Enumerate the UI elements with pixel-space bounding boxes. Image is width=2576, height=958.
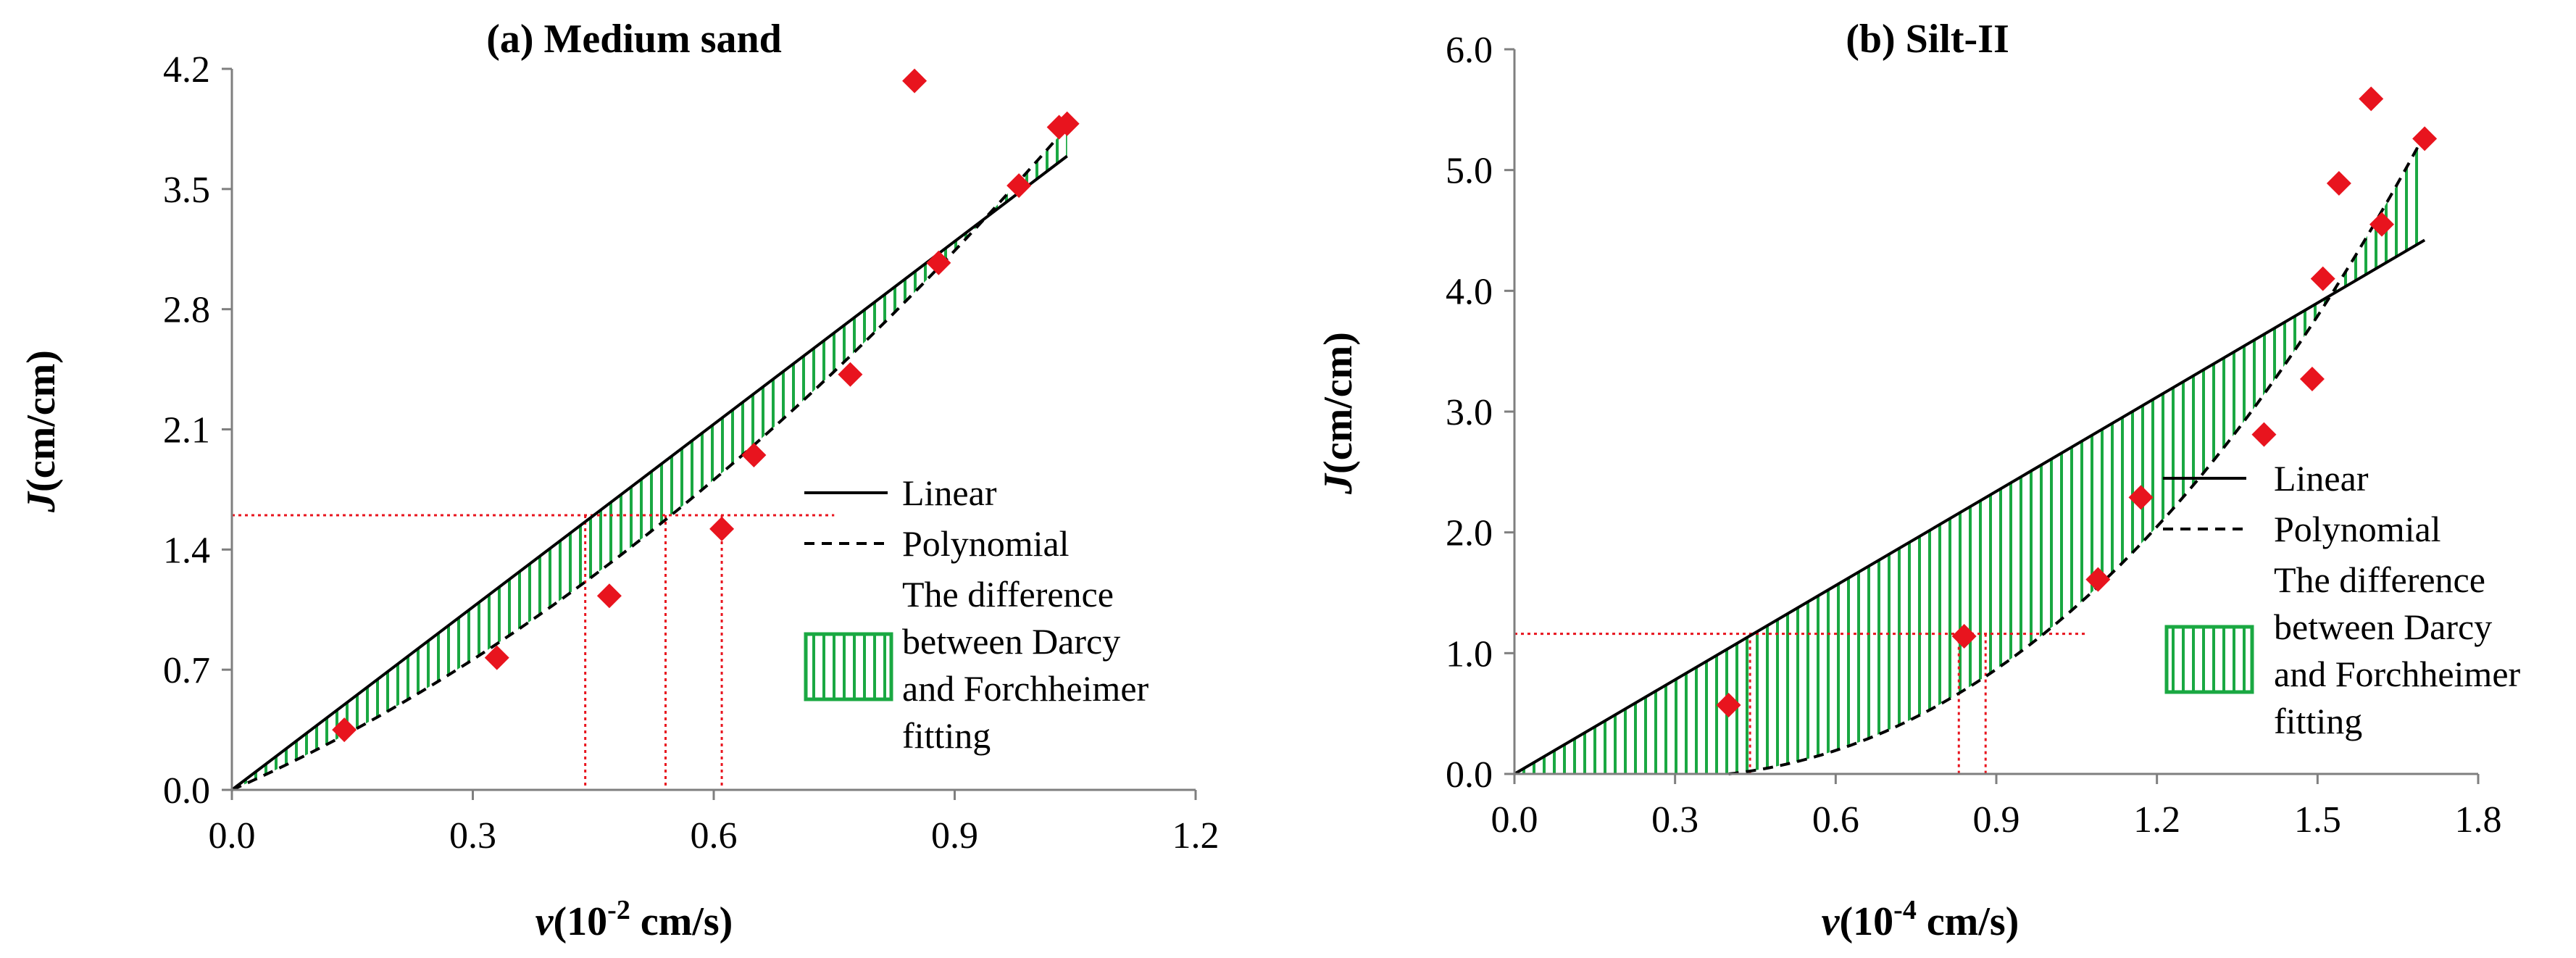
x-tick-label: 1.8: [2455, 799, 2502, 841]
panel-b-xlabel-unit: (10: [1840, 899, 1894, 944]
y-tick-label: 6.0: [1446, 30, 1493, 71]
data-point: [902, 68, 928, 93]
panel-a-legend-polynomial-label: Polynomial: [902, 523, 1070, 564]
panel-a-x-axis-title: v(10-2 cm/s): [535, 895, 733, 944]
y-tick-label: 3.0: [1446, 392, 1493, 433]
data-point: [2310, 266, 2335, 291]
y-tick-label: 1.0: [1446, 633, 1493, 675]
panel-a-legend-hatch-swatch: [804, 632, 893, 701]
x-tick-label: 0.9: [1973, 799, 2020, 841]
panel-b-legend-diff-4: fitting: [2274, 701, 2362, 741]
panel-b-legend-linear-label: Linear: [2274, 458, 2369, 499]
panel-b-x-axis-title: v(10-4 cm/s): [1822, 895, 2019, 944]
data-point: [2326, 171, 2351, 196]
panel-a-data-points: [332, 68, 1080, 743]
panel-b-legend-diff-2: between Darcy: [2274, 607, 2492, 647]
y-tick-label: 0.7: [163, 650, 210, 691]
data-point: [2299, 367, 2325, 391]
y-tick-label: 2.0: [1446, 513, 1493, 554]
panel-b-difference-area: [1514, 134, 2425, 774]
polynomial-fit-line: [1728, 133, 2426, 775]
panel-b-legend: Linear Polynomial The difference between…: [2163, 458, 2521, 741]
linear-fit-line: [1513, 238, 2426, 775]
panel-a-legend: Linear Polynomial The difference between…: [804, 472, 1149, 756]
data-point: [1716, 693, 1741, 717]
panel-b-data-points: [1716, 86, 2438, 717]
y-tick-label: 4.0: [1446, 271, 1493, 312]
y-tick-label: 0.0: [163, 770, 210, 812]
x-tick-label: 0.3: [449, 815, 496, 857]
data-point: [2128, 485, 2154, 510]
panel-b-legend-diff-1: The difference: [2274, 559, 2485, 600]
panel-b-xlabel-exponent: -4: [1893, 895, 1917, 925]
data-point: [1951, 624, 1977, 649]
panel-a-legend-diff-4: fitting: [902, 715, 991, 756]
data-point: [926, 250, 951, 275]
panel-b-legend-hatch-swatch: [2164, 625, 2254, 694]
panel-b-ylabel-unit: (cm/cm): [1316, 332, 1361, 474]
panel-b-xlabel-symbol: v: [1822, 899, 1841, 944]
x-tick-label: 0.3: [1651, 799, 1698, 841]
panel-a-xlabel-tail: cm/s): [630, 899, 733, 944]
panel-b: (b) Silt-II 0.01.02.03.04.05.06.00.0 0.3 0…: [1316, 17, 2521, 944]
data-point: [596, 583, 622, 609]
panel-a-legend-diff-3: and Forchheimer: [902, 668, 1149, 709]
panel-b-fit-lines: [1513, 133, 2426, 775]
panel-a-legend-linear-label: Linear: [902, 472, 997, 513]
panel-a-title: (a) Medium sand: [486, 17, 782, 62]
y-tick-label: 3.5: [163, 170, 210, 211]
data-point: [2359, 86, 2384, 112]
y-tick-label: 2.1: [163, 410, 210, 451]
panel-a: (a) Medium sand 0.00.71.42.12.83.54.20.0…: [19, 17, 1220, 944]
panel-a-ylabel-unit: (cm/cm): [19, 350, 64, 492]
panel-a-xlabel-exponent: -2: [607, 895, 630, 925]
data-point: [741, 443, 767, 468]
data-point: [1054, 111, 1080, 136]
panel-a-y-axis-title: J(cm/cm): [19, 350, 64, 513]
data-point: [2251, 422, 2277, 447]
x-tick-label: 0.6: [1812, 799, 1859, 841]
y-tick-label: 0.0: [1446, 754, 1493, 796]
y-tick-label: 4.2: [163, 49, 210, 91]
panel-b-ylabel-symbol: J: [1316, 472, 1361, 495]
panel-b-guide-lines: [1514, 633, 2088, 774]
panel-a-ylabel-symbol: J: [19, 491, 64, 513]
x-tick-label: 1.2: [2133, 799, 2180, 841]
panel-b-legend-polynomial-label: Polynomial: [2274, 509, 2441, 549]
panel-a-xlabel-unit: (10: [554, 899, 608, 944]
panel-b-xlabel-tail: cm/s): [1917, 899, 2019, 944]
data-point: [838, 362, 863, 387]
x-tick-label: 0.9: [931, 815, 978, 857]
data-point: [2412, 126, 2438, 151]
panel-a-legend-diff-1: The difference: [902, 574, 1114, 615]
x-tick-label: 1.2: [1172, 815, 1220, 857]
data-point: [484, 645, 509, 670]
panel-a-ticks: 0.0 0.7 1.4 2.1 2.8 3.5 4.2 0.0 0.3 0.6 0.9 1.2: [163, 49, 1220, 857]
panel-a-legend-diff-2: between Darcy: [902, 621, 1120, 662]
data-point: [1006, 173, 1032, 199]
y-tick-label: 1.4: [163, 530, 210, 571]
x-tick-label: 0.0: [209, 815, 256, 857]
y-tick-label: 5.0: [1446, 151, 1493, 192]
data-point: [332, 717, 357, 743]
x-tick-label: 0.0: [1491, 799, 1538, 841]
data-point: [2085, 567, 2111, 592]
panel-b-title: (b) Silt-II: [1846, 17, 2009, 62]
x-tick-label: 0.6: [691, 815, 738, 857]
x-tick-label: 1.5: [2294, 799, 2341, 841]
data-point: [2369, 212, 2394, 237]
panel-a-xlabel-symbol: v: [535, 899, 554, 944]
panel-b-y-axis-title: J(cm/cm): [1316, 332, 1361, 495]
y-tick-label: 2.8: [163, 290, 210, 331]
panel-b-ticks: 0.0 1.0 2.0 3.0 4.0 5.0 6.0 0.0 0.3 0.6 0.9 1.2 1.5 1…: [1446, 30, 2502, 841]
panel-b-legend-diff-3: and Forchheimer: [2274, 654, 2521, 694]
polynomial-fit-line: [231, 125, 1069, 791]
data-point: [709, 516, 735, 541]
difference-hatch-area: [1514, 134, 2425, 774]
panel-a-guide-lines: [232, 514, 835, 790]
